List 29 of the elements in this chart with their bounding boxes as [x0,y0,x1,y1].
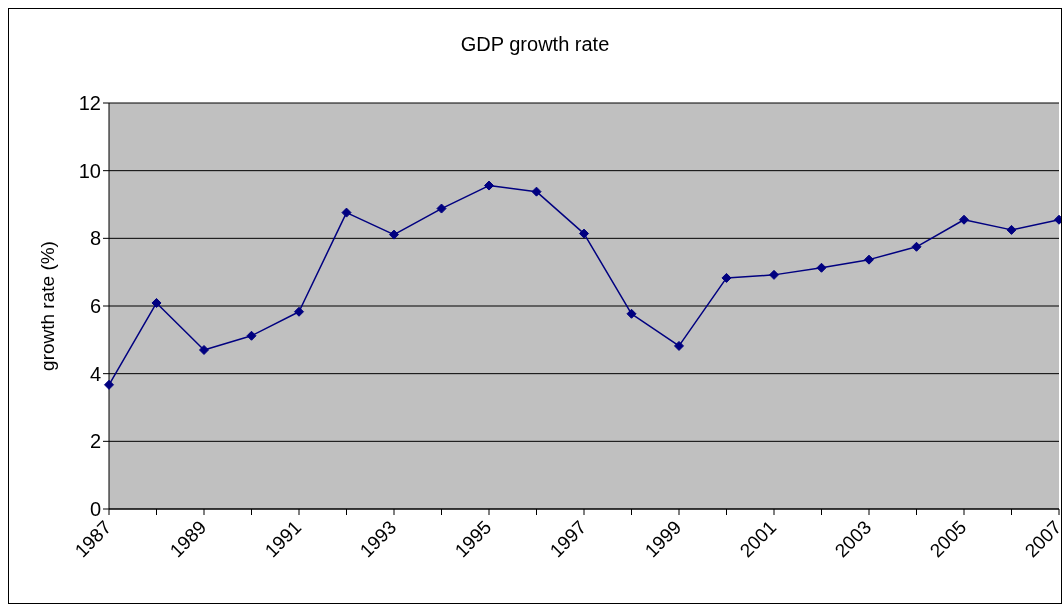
y-tick-label: 4 [89,362,101,385]
point [436,203,447,214]
point [579,228,589,239]
y-tick-label: 2 [89,430,101,453]
point [721,272,732,283]
point [246,330,257,341]
point [816,262,827,273]
point [959,214,969,225]
point [484,180,494,191]
point [294,306,304,317]
point [1006,224,1017,235]
point [769,269,779,280]
point [911,241,922,252]
y-tick-label: 0 [89,498,101,521]
point [626,308,637,319]
point [674,340,684,351]
point [389,229,399,240]
point [104,379,114,390]
point [531,186,542,197]
y-tick-label: 8 [89,227,101,250]
chart-title: GDP growth rate [459,33,611,56]
y-tick-label: 6 [89,295,101,318]
y-axis-title: growth rate (%) [36,241,58,371]
y-tick-label: 12 [78,92,101,115]
y-tick-label: 10 [78,159,101,182]
point [151,297,162,308]
point [341,207,352,218]
point [864,254,874,265]
point [199,344,209,355]
